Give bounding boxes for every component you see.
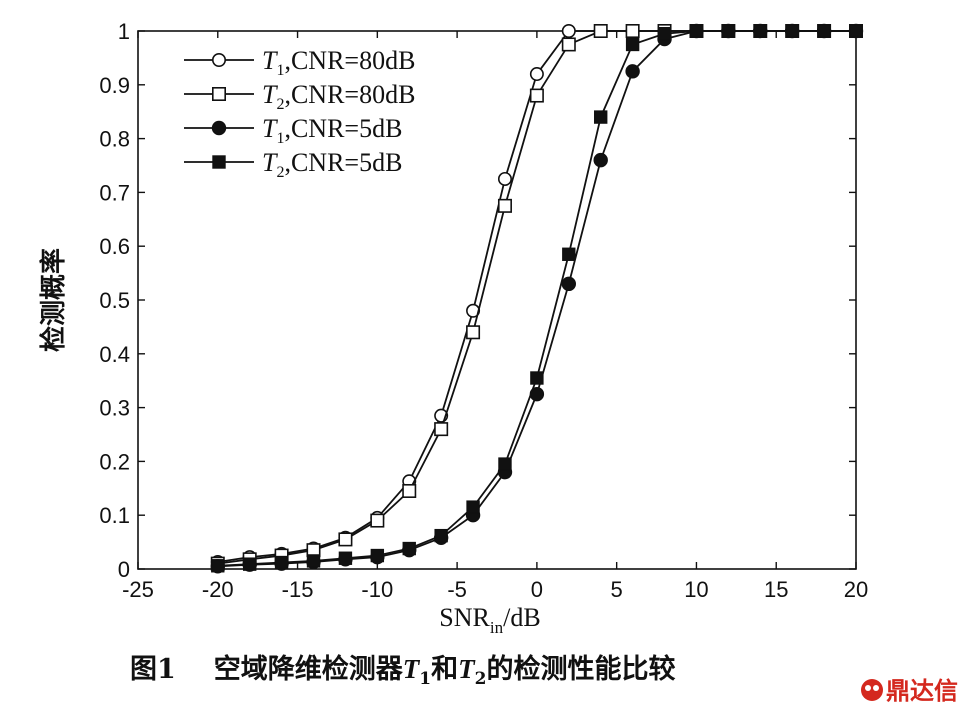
caption-t1-sub: 1 (419, 669, 431, 689)
legend-label-2: T2,CNR=80dB (262, 80, 415, 113)
data-point (530, 371, 544, 385)
series-line-1 (217, 30, 856, 563)
data-point (338, 551, 353, 565)
data-point (721, 24, 736, 38)
data-point (849, 24, 863, 38)
data-point (529, 88, 544, 103)
data-point (338, 532, 353, 547)
x-tick-label: 15 (764, 577, 788, 602)
plot-frame (137, 30, 857, 570)
y-tick-label: 0.6 (99, 234, 130, 259)
x-tick-label: 10 (684, 577, 708, 602)
data-point (593, 23, 608, 38)
data-point (529, 67, 544, 82)
watermark-logo: 鼎达信 (861, 677, 958, 705)
series-line-3 (217, 30, 856, 568)
x-axis-label-main: SNR (439, 603, 490, 632)
caption-text-a: 空域降维检测器 (214, 653, 404, 685)
y-axis-label: 检测概率 (38, 248, 69, 352)
x-axis-label-sub: in (490, 618, 504, 637)
data-point (370, 513, 385, 528)
data-point (242, 557, 257, 571)
x-tick-label: -5 (447, 577, 467, 602)
data-point (402, 483, 417, 498)
y-tick-label: 0.4 (99, 342, 130, 367)
y-tick-label: 0.9 (99, 73, 130, 98)
y-tick-label: 0.3 (99, 396, 130, 421)
legend-label-4: T2,CNR=5dB (262, 148, 402, 181)
x-tick-label: -20 (202, 577, 234, 602)
data-point (785, 24, 799, 38)
watermark-logo-icon (861, 679, 883, 701)
data-point (625, 23, 640, 38)
x-axis-label: SNRin/dB (439, 603, 540, 637)
x-tick-label: -10 (361, 577, 393, 602)
data-point (306, 554, 321, 568)
data-point (561, 276, 576, 292)
data-point (562, 247, 576, 261)
y-tick-label: 1 (118, 19, 130, 44)
data-point (434, 422, 449, 437)
caption-text-c: 的检测性能比较 (486, 653, 675, 685)
data-point (497, 171, 512, 186)
caption-text-b: 和 (431, 654, 458, 685)
data-point (466, 500, 480, 514)
legend-marker (212, 87, 227, 102)
data-point (561, 37, 576, 52)
series-line-2 (217, 30, 856, 565)
data-point (498, 457, 512, 471)
x-tick-label: -15 (282, 577, 314, 602)
data-point (657, 26, 672, 41)
y-tick-label: 0.1 (99, 503, 130, 528)
y-tick-label: 0.2 (99, 449, 130, 474)
data-point (370, 548, 385, 563)
data-point (817, 24, 831, 38)
x-tick-label: 20 (844, 577, 868, 602)
legend-label-1: T1,CNR=80dB (262, 46, 415, 79)
legend-marker (212, 52, 227, 67)
series-line-4 (217, 30, 856, 567)
figure-caption: 图1 空域降维检测器T1和T2的检测性能比较 (130, 653, 675, 689)
data-point (402, 541, 416, 556)
data-point (625, 64, 640, 79)
y-tick-label: 0 (118, 557, 130, 582)
data-point (274, 555, 289, 570)
data-point (561, 23, 576, 38)
caption-t2: T (458, 654, 476, 684)
data-point (689, 24, 704, 38)
x-tick-label: 0 (531, 577, 543, 602)
legend-marker (212, 155, 226, 169)
data-point (211, 559, 225, 573)
y-tick-label: 0.7 (99, 180, 130, 205)
x-axis-label-suffix: /dB (503, 603, 541, 632)
plot-layer: -25 -20 -15 -10 -5 0 5 10 15 20 0 0.1 0.2 0.3 0.4 0.5 0.… (99, 19, 868, 602)
x-tick-label: -25 (122, 577, 154, 602)
data-point (434, 528, 448, 543)
legend-marker (211, 120, 227, 136)
caption-t1: T (403, 654, 421, 684)
y-tick-label: 0.5 (99, 288, 130, 313)
data-point (497, 198, 512, 213)
watermark-text: 鼎达信 (886, 677, 958, 705)
y-tick-label: 0.8 (99, 127, 130, 152)
data-point (594, 110, 608, 124)
legend-label-3: T1,CNR=5dB (262, 114, 402, 147)
x-tick-label: 5 (611, 577, 623, 602)
data-point (593, 152, 608, 168)
caption-t2-sub: 2 (475, 669, 487, 689)
data-point (753, 24, 767, 38)
data-point (625, 37, 640, 52)
caption-fig-label: 图1 (130, 654, 176, 685)
data-point (466, 325, 481, 340)
